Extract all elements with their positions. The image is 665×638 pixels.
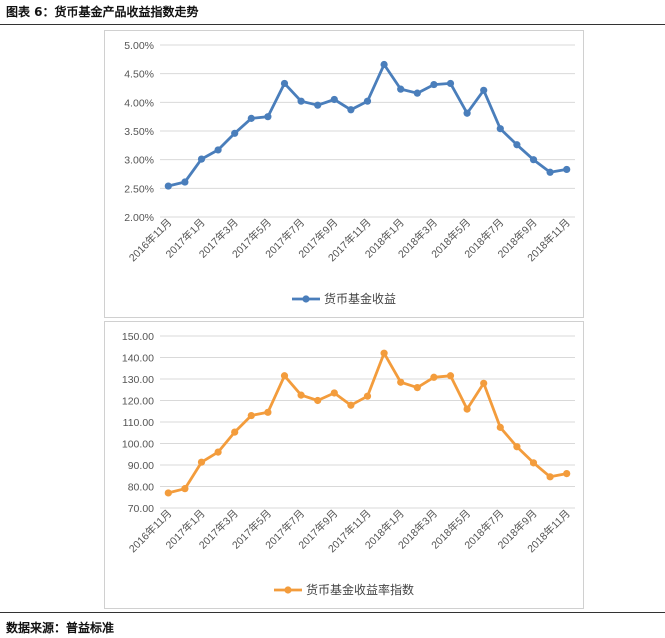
legend-label: 货币基金收益率指数 [306, 582, 414, 597]
data-point [529, 156, 538, 164]
data-point [297, 391, 305, 399]
data-point [397, 378, 405, 386]
y-tick-label: 130.00 [122, 374, 154, 386]
data-point [480, 379, 488, 387]
data-point [563, 165, 571, 174]
data-point [513, 443, 521, 451]
data-point [347, 106, 355, 114]
data-point [430, 373, 438, 381]
data-point [231, 428, 239, 436]
index-line-chart: 70.00 80.00 90.00 100.00 110.00 120.00 130.00 1… [122, 331, 575, 597]
y-tick-label: 2.00% [124, 212, 154, 224]
data-point [380, 349, 388, 357]
data-point [330, 389, 338, 397]
data-point [546, 168, 554, 176]
y-tick-label: 3.50% [124, 126, 154, 138]
y-tick-label: 5.00% [124, 40, 154, 52]
data-point [496, 125, 504, 133]
data-point [496, 423, 504, 431]
data-point [280, 372, 289, 380]
y-tick-label: 70.00 [128, 503, 154, 515]
data-point [214, 146, 222, 154]
data-point [297, 97, 305, 105]
series-line [166, 63, 569, 188]
data-point [280, 79, 289, 88]
y-tick-label: 4.00% [124, 97, 154, 109]
data-point [430, 80, 438, 89]
data-point [164, 182, 172, 190]
data-point [463, 109, 471, 117]
data-point [247, 411, 255, 420]
y-tick-label: 120.00 [122, 396, 154, 408]
data-point [347, 401, 355, 409]
y-tick-label: 100.00 [122, 439, 154, 451]
legend-marker [302, 295, 310, 303]
legend-marker [284, 586, 292, 594]
data-point [380, 60, 388, 69]
data-point [330, 95, 338, 104]
data-point [264, 113, 272, 121]
y-tick-label: 140.00 [122, 353, 154, 365]
data-point [397, 85, 405, 93]
data-point [231, 129, 239, 137]
data-point [563, 470, 571, 478]
data-point [314, 396, 322, 405]
data-point [480, 86, 488, 94]
index-chart-panel: 70.00 80.00 90.00 100.00 110.00 120.00 130.00 1… [104, 321, 584, 609]
data-point [197, 155, 206, 163]
y-tick-label: 110.00 [123, 417, 154, 429]
top-rule [0, 24, 665, 25]
series-line [166, 351, 569, 495]
y-tick-label: 150.00 [122, 331, 154, 343]
data-point [363, 392, 372, 400]
data-point [446, 372, 455, 380]
data-point [314, 101, 322, 109]
yield-chart-panel: 2.00% 2.50% 3.00% 3.50% 4.00% 4.50% 5.00% 2016年… [104, 30, 584, 318]
data-point [413, 89, 421, 97]
data-point [264, 408, 272, 416]
data-point [214, 448, 222, 456]
y-tick-label: 2.50% [124, 183, 154, 195]
data-point [513, 141, 521, 149]
y-tick-label: 90.00 [128, 460, 154, 472]
data-point [446, 79, 455, 88]
y-tick-label: 80.00 [128, 482, 154, 494]
y-tick-label: 4.50% [124, 69, 154, 81]
data-point [247, 114, 255, 122]
y-tick-label: 3.00% [124, 155, 154, 167]
source-note: 数据来源：普益标准 [6, 621, 115, 635]
data-point [529, 459, 538, 467]
data-point [197, 458, 206, 466]
yield-line-chart: 2.00%2.50%3.00%3.50%4.00%4.50%5.00%2016年… [124, 40, 575, 306]
data-point [181, 485, 189, 493]
legend-label: 货币基金收益 [324, 291, 396, 306]
data-point [463, 405, 471, 413]
data-point [413, 384, 421, 392]
data-point [164, 489, 172, 497]
data-point [181, 178, 189, 186]
figure-title: 图表 6：货币基金产品收益指数走势 [6, 5, 199, 19]
data-point [363, 97, 372, 105]
data-point [546, 473, 554, 481]
bottom-rule [0, 612, 665, 613]
